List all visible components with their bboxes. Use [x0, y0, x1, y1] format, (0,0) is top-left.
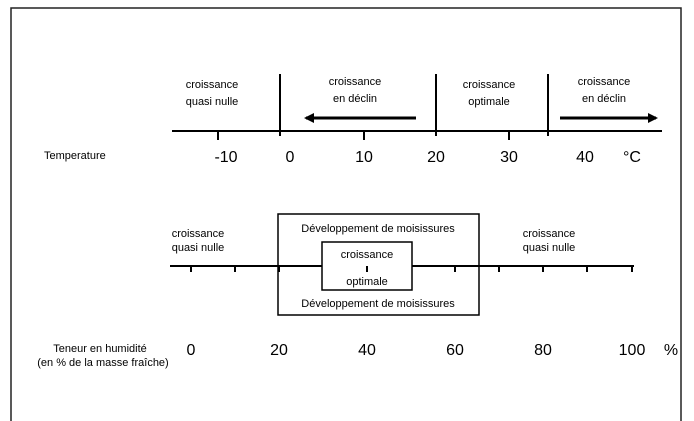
temp-tick-label-4: 20 [427, 149, 445, 166]
hum-tick-label-2: 20 [270, 342, 288, 359]
temp-tick-label-5: 30 [500, 149, 518, 166]
hum-tick-label-4: 60 [446, 342, 464, 359]
hum-tick-label-3: 40 [358, 342, 376, 359]
temp-zone-1-line2: quasi nulle [186, 96, 239, 108]
humidity-right-zone-line2: quasi nulle [523, 242, 576, 254]
mold-development-top-label: Développement de moisissures [301, 223, 455, 235]
temp-zone-3-line2: optimale [468, 96, 510, 108]
temp-tick-label-1: -10 [214, 149, 237, 166]
humidity-right-zone-line1: croissance [523, 228, 576, 240]
outer-frame [10, 7, 682, 421]
humidity-axis-label-line2: (en % de la masse fraîche) [37, 357, 168, 369]
temp-tick-label-3: 10 [355, 149, 373, 166]
hum-tick-label-1: 0 [187, 342, 196, 359]
mold-development-box [277, 213, 480, 316]
temp-zone-4-line2: en déclin [582, 93, 626, 105]
temperature-axis-label: Temperature [44, 150, 106, 162]
temperature-unit: °C [623, 149, 641, 166]
temp-zone-4-line1: croissance [578, 76, 631, 88]
temp-tick-label-6: 40 [576, 149, 594, 166]
humidity-ticks [190, 266, 633, 272]
temp-zone-2-line2: en déclin [333, 93, 377, 105]
humidity-left-zone-line2: quasi nulle [172, 242, 225, 254]
temp-tick-label-2: 0 [286, 149, 295, 166]
humidity-axis-label-line1: Teneur en humidité [53, 343, 147, 355]
temp-zone-3-line1: croissance [463, 79, 516, 91]
humidity-unit: % [664, 342, 678, 359]
hum-tick-label-5: 80 [534, 342, 552, 359]
temperature-ticks [217, 131, 510, 140]
hum-tick-label-6: 100 [619, 342, 646, 359]
humidity-left-zone-line1: croissance [172, 228, 225, 240]
optimal-growth-top-label: croissance [341, 249, 394, 261]
temp-zone-2-line1: croissance [329, 76, 382, 88]
mold-development-bottom-label: Développement de moisissures [301, 298, 455, 310]
temp-zone-1-line1: croissance [186, 79, 239, 91]
optimal-growth-bottom-label: optimale [346, 276, 388, 288]
